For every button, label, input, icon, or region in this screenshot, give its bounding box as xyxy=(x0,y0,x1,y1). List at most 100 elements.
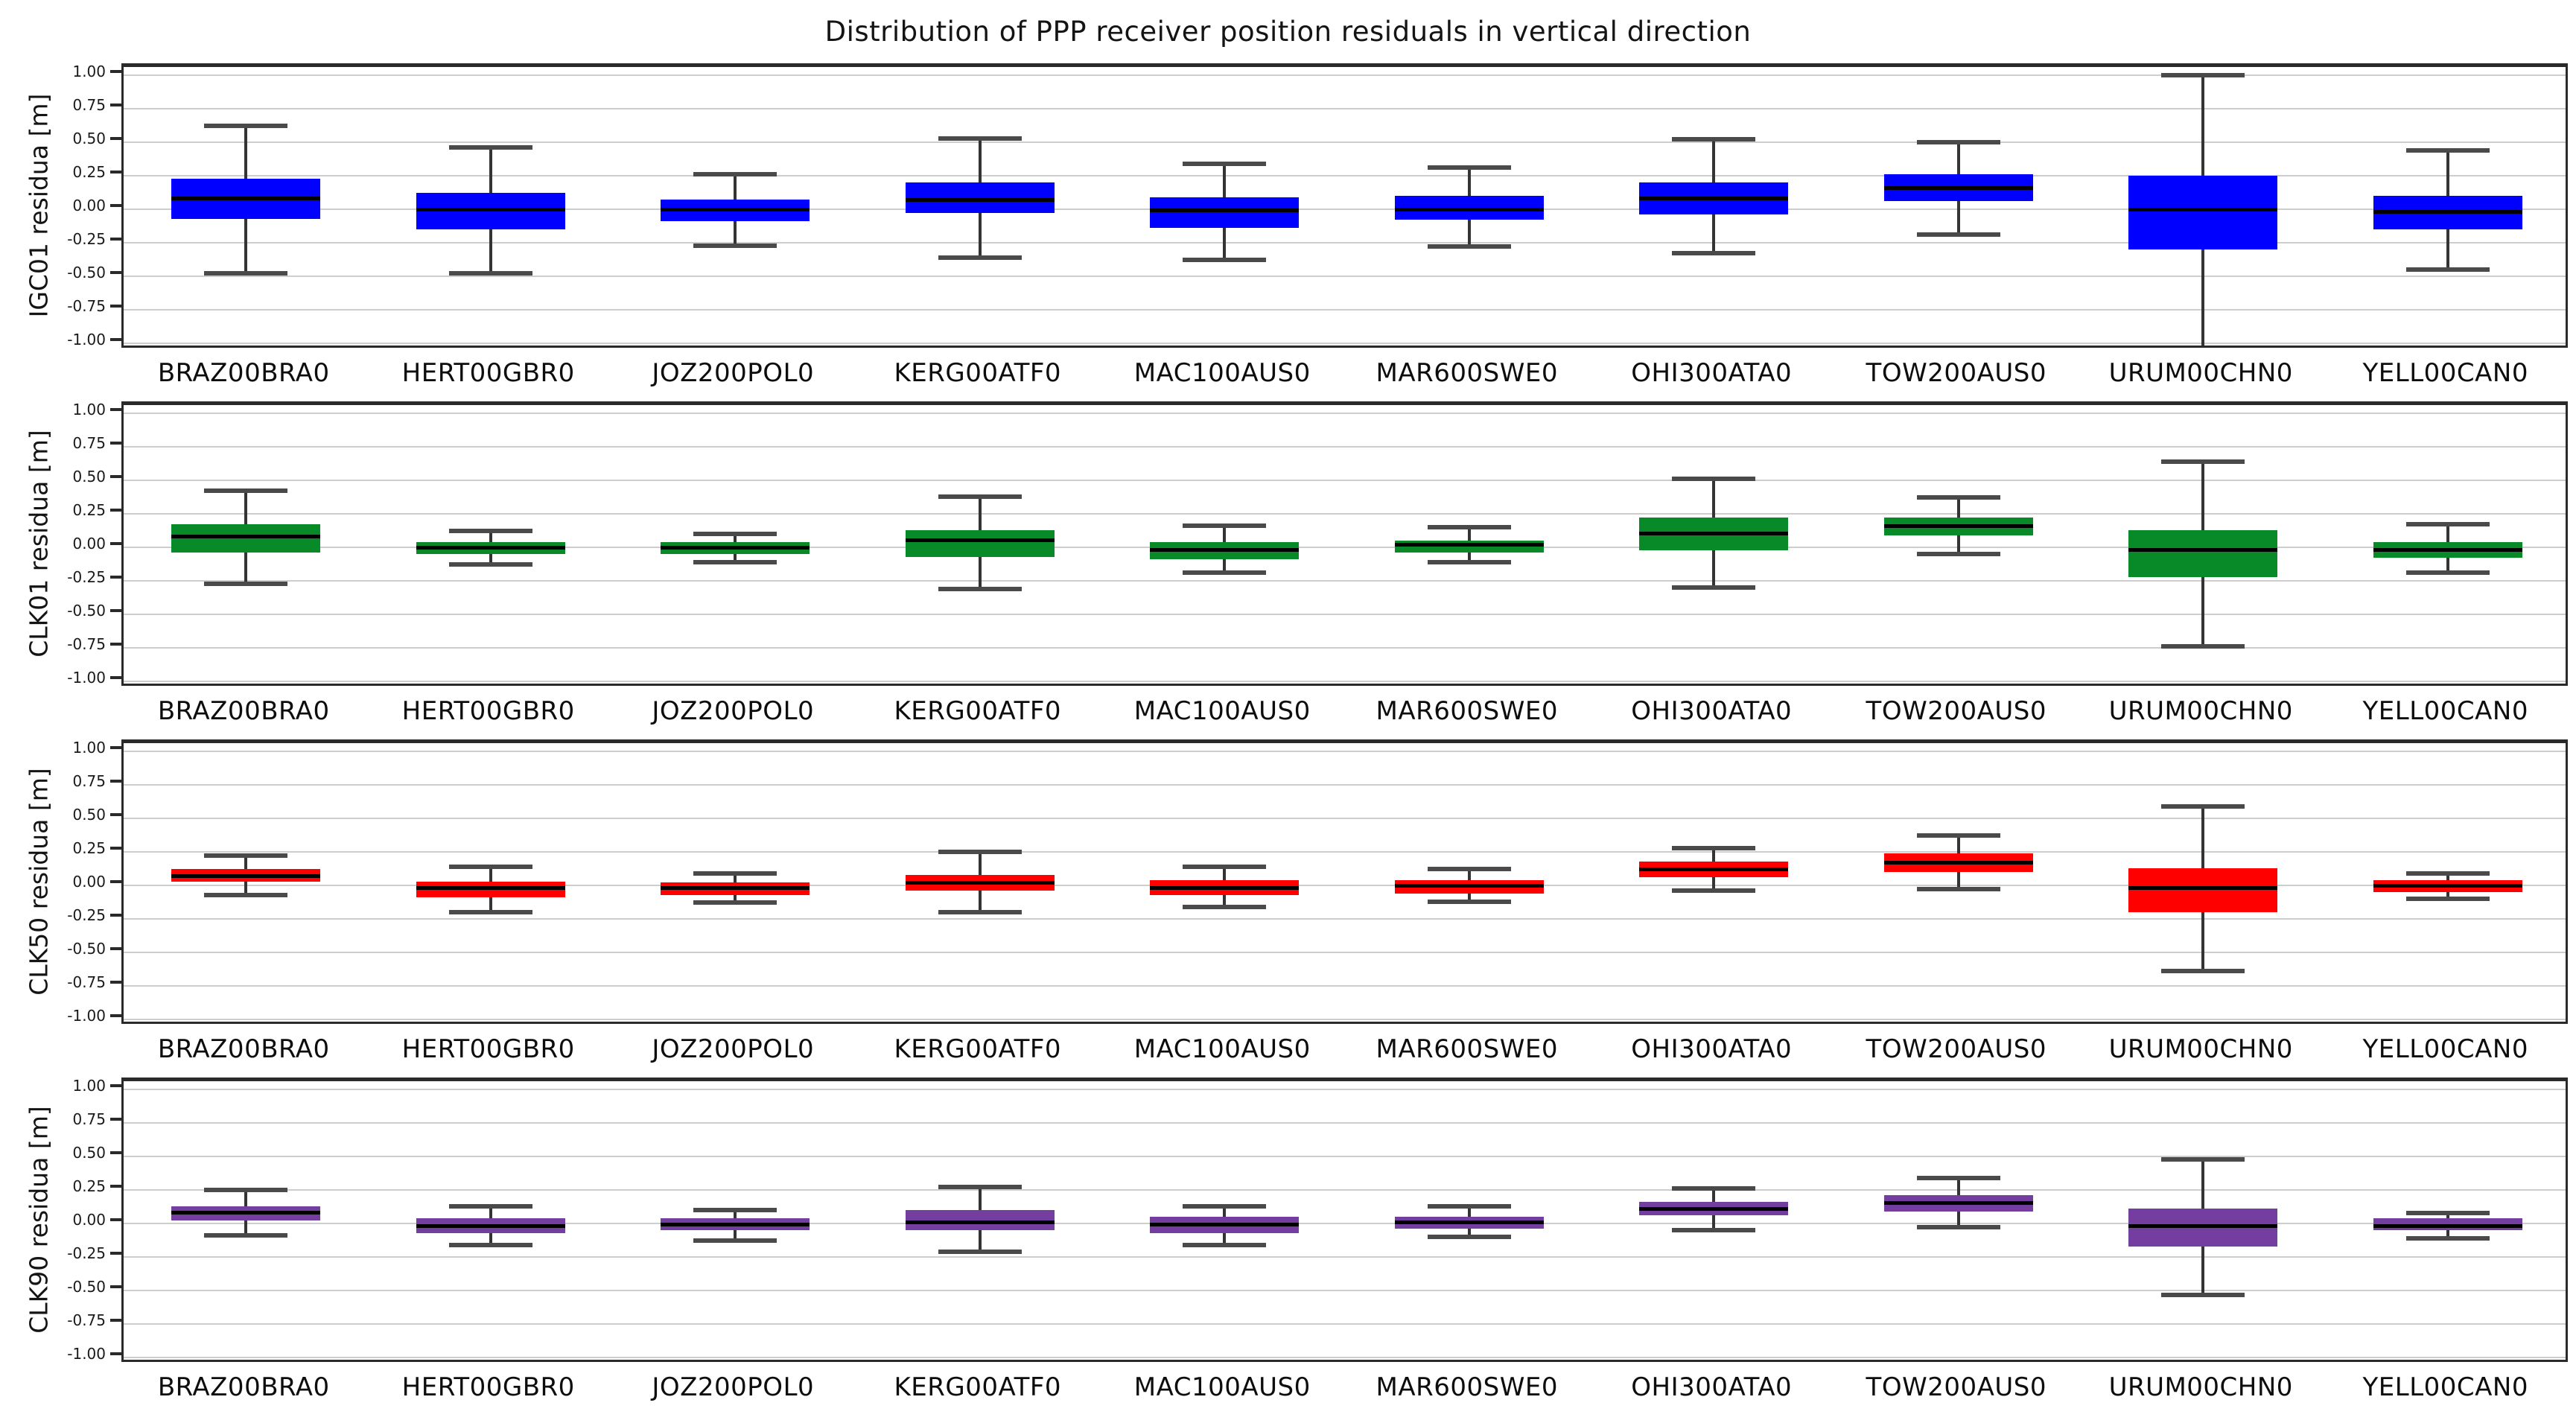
station-label: URUM00CHN0 xyxy=(2108,1034,2293,1064)
station-label: YELL00CAN0 xyxy=(2362,1034,2528,1064)
x-labels-row: BRAZ00BRA0 HERT00GBR0 JOZ200POL0 KERG00ATF0… xyxy=(121,696,2568,726)
chart-panel-4: CLK90 residua [m] 1.00 0.75 0.50 0.25 0.00 -0.… xyxy=(0,1078,2576,1416)
whisker-cap-top xyxy=(2161,459,2245,464)
median-line xyxy=(905,197,1055,202)
whisker-cap-top xyxy=(1672,845,1756,850)
whisker-cap-bottom xyxy=(204,892,288,897)
gridline xyxy=(124,343,2566,345)
median-line xyxy=(1639,532,1789,536)
title-row: Distribution of PPP receiver position re… xyxy=(0,0,2576,63)
whisker-cap-top xyxy=(448,1203,532,1209)
whisker-cap-bottom xyxy=(693,900,777,905)
median-line xyxy=(2373,1224,2522,1229)
gridline xyxy=(124,107,2566,109)
gridline xyxy=(124,580,2566,582)
station-label: MAR600SWE0 xyxy=(1376,696,1558,726)
whisker-cap-bottom xyxy=(1427,559,1511,564)
y-tick-label: 0.00 xyxy=(72,197,106,214)
whisker-cap-top xyxy=(2161,72,2245,77)
whisker-cap-top xyxy=(1672,137,1756,142)
y-tick-mark xyxy=(110,441,121,445)
whisker-cap-top xyxy=(204,1187,288,1192)
y-tick-mark xyxy=(110,542,121,545)
median-line xyxy=(1394,883,1544,888)
y-tick-mark xyxy=(110,1319,121,1322)
y-tick-label: -0.25 xyxy=(67,230,106,249)
whisker-cap-top xyxy=(1183,161,1267,166)
whisker-cap-bottom xyxy=(1183,1242,1267,1247)
gridline xyxy=(124,952,2566,954)
gridline xyxy=(124,1357,2566,1359)
station-label: HERT00GBR0 xyxy=(401,696,575,726)
median-line xyxy=(905,538,1055,543)
whisker-cap-bottom xyxy=(448,910,532,915)
station-label: TOW200AUS0 xyxy=(1866,358,2047,388)
y-tick-label: 1.00 xyxy=(72,400,106,418)
y-tick-mark xyxy=(110,1352,121,1356)
gridline xyxy=(124,1019,2566,1021)
station-label: JOZ200POL0 xyxy=(652,1034,815,1064)
median-line xyxy=(1883,1201,2033,1206)
plot-area xyxy=(121,63,2568,348)
whisker-cap-top xyxy=(938,136,1022,141)
gridline xyxy=(124,141,2566,143)
median-line xyxy=(2128,886,2278,891)
station-label: MAC100AUS0 xyxy=(1133,1372,1311,1402)
whisker-cap-bottom xyxy=(1672,585,1756,591)
gridline xyxy=(124,174,2566,176)
y-tick-label: 0.00 xyxy=(72,873,106,891)
y-tick-mark xyxy=(110,914,121,917)
y-tick-label: 1.00 xyxy=(72,1076,106,1095)
y-tick-label: -1.00 xyxy=(67,669,106,687)
station-label: OHI300ATA0 xyxy=(1631,1372,1793,1402)
y-tick-mark xyxy=(110,1285,121,1289)
median-line xyxy=(2373,210,2522,214)
y-tick-label: -0.75 xyxy=(67,297,106,316)
whisker-cap-bottom xyxy=(938,910,1022,915)
whisker-cap-top xyxy=(448,145,532,150)
median-line xyxy=(416,207,565,211)
station-label: JOZ200POL0 xyxy=(652,696,815,726)
y-tick-mark xyxy=(110,1184,121,1188)
iqr-box xyxy=(2128,868,2278,913)
whisker-cap-bottom xyxy=(1427,899,1511,904)
y-tick-label: 0.75 xyxy=(72,95,106,114)
station-label: MAR600SWE0 xyxy=(1376,1372,1558,1402)
whisker-cap-top xyxy=(204,853,288,859)
gridline xyxy=(124,1188,2566,1191)
gridline xyxy=(124,242,2566,244)
median-line xyxy=(1394,542,1544,547)
chart-panel-2: CLK01 residua [m] 1.00 0.75 0.50 0.25 0.00 -0.… xyxy=(0,401,2576,739)
gridline xyxy=(124,850,2566,853)
median-line xyxy=(416,545,565,550)
y-tick-mark xyxy=(110,576,121,579)
y-tick-mark xyxy=(110,676,121,680)
median-line xyxy=(2373,548,2522,553)
station-label: OHI300ATA0 xyxy=(1631,358,1793,388)
y-tick-label: 0.25 xyxy=(72,838,106,857)
gridline xyxy=(124,479,2566,481)
iqr-box xyxy=(905,529,1055,557)
y-tick-mark xyxy=(110,609,121,613)
whisker-cap-top xyxy=(693,870,777,876)
whisker-cap-bottom xyxy=(1427,1235,1511,1240)
y-tick-mark xyxy=(110,1117,121,1121)
y-tick-label: -0.75 xyxy=(67,973,106,992)
y-tick-label: -0.25 xyxy=(67,568,106,587)
y-tick-label: 0.50 xyxy=(72,1143,106,1162)
whisker-cap-bottom xyxy=(693,1238,777,1244)
gridline xyxy=(124,985,2566,987)
station-label: KERG00ATF0 xyxy=(894,358,1062,388)
whisker-cap-top xyxy=(693,1207,777,1212)
whisker-cap-top xyxy=(1183,523,1267,529)
station-label: MAC100AUS0 xyxy=(1133,358,1311,388)
y-tick-label: -0.50 xyxy=(67,1278,106,1296)
whisker-cap-bottom xyxy=(2161,644,2245,649)
y-tick-label: -0.50 xyxy=(67,602,106,620)
gridline xyxy=(124,276,2566,278)
median-line xyxy=(1150,886,1300,891)
gridline xyxy=(124,1088,2566,1090)
median-line xyxy=(1639,197,1789,201)
median-line xyxy=(905,1220,1055,1224)
whisker-cap-bottom xyxy=(2405,570,2490,576)
